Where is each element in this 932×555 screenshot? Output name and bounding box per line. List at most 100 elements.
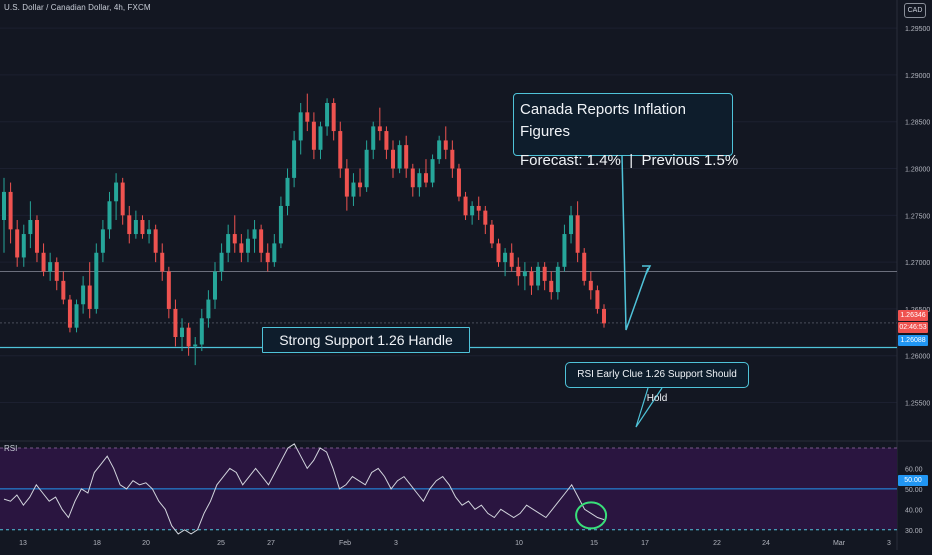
countdown-tag: 02:46:53 [898,322,928,333]
candle-body [206,299,211,319]
candle-body [430,159,435,183]
x-tick-label: 15 [590,540,598,547]
candle-body [575,215,580,253]
candle-body [8,191,13,230]
candle-body [404,145,409,169]
candle-body [114,182,119,202]
candle-body [536,266,541,286]
candle-body [173,308,178,338]
candle-body [456,168,461,197]
currency-badge[interactable]: CAD [904,3,926,18]
x-tick-label: 10 [515,540,523,547]
candle-body [166,271,171,309]
candle-body [397,145,402,169]
candle-body [285,177,290,206]
candle-body [239,243,244,253]
candle-body [292,140,297,178]
candle-body [351,182,356,197]
candle-body [94,252,99,309]
x-tick-label: Feb [339,540,351,547]
candle-body [377,126,382,132]
candle-body [569,215,574,235]
candle-body [265,252,270,263]
last-price-tag: 1.26346 [898,310,928,321]
candle-body [2,191,6,220]
candle-body [582,252,587,281]
candle-body [476,205,481,211]
candle-body [358,182,363,188]
candle-body [344,168,349,197]
candle-body [391,149,396,169]
candle-body [298,112,303,141]
rsi-value-tag: 50.00 [898,475,928,486]
candle-body [516,266,521,277]
candle-body [245,238,250,253]
candle-body [483,210,488,225]
candle-body [186,327,191,347]
candle-body [54,262,59,281]
candle-body [180,327,185,338]
rsi-tick-label: 50.00 [905,487,923,494]
candle-body [588,280,593,291]
price-tick-label: 1.27500 [905,213,930,220]
x-tick-label: 17 [641,540,649,547]
x-tick-label: 27 [267,540,275,547]
x-tick-label: 25 [217,540,225,547]
price-tick-label: 1.29000 [905,73,930,80]
rsi-title: RSI [4,444,18,453]
rsi-highlight-circle [575,501,608,530]
x-tick-label: 24 [762,540,770,547]
candle-body [21,234,26,258]
support-price-tag: 1.26088 [898,335,928,346]
candle-body [325,102,330,127]
candle-body [423,173,428,183]
candle-body [496,243,501,263]
candle-body [338,131,343,169]
candle-body [212,271,217,300]
candle-body [226,234,231,253]
canada-callout-title: Canada Reports Inflation Figures [520,101,686,140]
rsi-line [3,443,605,535]
candle-body [371,126,376,150]
candle-body [443,140,448,150]
candle-body [470,205,475,216]
rsi-tick-label: 60.00 [905,466,923,473]
x-tick-label: 22 [713,540,721,547]
candle-body [34,220,39,253]
candle-body [522,271,527,277]
candle-body [549,280,554,293]
x-tick-label: 13 [19,540,27,547]
candle-body [318,126,323,150]
candle-body [278,205,283,244]
candle-body [503,252,508,263]
candle-body [410,168,415,188]
candle-body [140,220,145,235]
x-tick-label: Mar [833,540,846,547]
rsi-clue-callout: RSI Early Clue 1.26 Support Should Hold [565,362,749,404]
candle-body [87,285,92,309]
candle-body [107,201,112,230]
candle-body [602,308,606,324]
candle-body [384,131,389,150]
canada-callout-forecast: Forecast: 1.4% | Previous 1.5% [520,152,739,169]
price-tick-label: 1.28500 [905,120,930,127]
x-tick-label: 18 [93,540,101,547]
price-tick-label: 1.27000 [905,260,930,267]
candle-body [127,215,132,235]
candle-body [147,229,152,235]
candle-body [529,271,534,286]
candle-body [100,229,105,253]
x-tick-label: 3 [394,540,398,547]
rsi-tick-label: 30.00 [905,528,923,535]
candle-body [305,112,310,122]
price-tick-label: 1.26000 [905,354,930,361]
candle-body [41,252,46,272]
candle-body [193,344,198,347]
candle-body [74,304,79,328]
price-tick-label: 1.29500 [905,26,930,33]
candle-body [489,224,494,244]
candle-body [252,229,257,239]
candle-body [133,220,138,235]
